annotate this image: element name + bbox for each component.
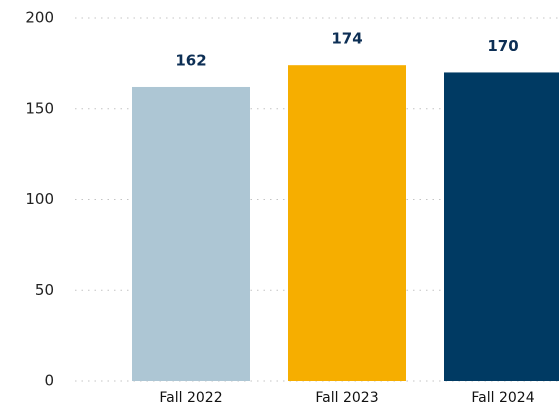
data-label: 170 bbox=[487, 37, 518, 55]
bar bbox=[132, 86, 250, 381]
y-tick-label: 200 bbox=[25, 9, 54, 27]
x-tick-label: Fall 2022 bbox=[159, 390, 222, 406]
y-tick-label: 150 bbox=[25, 99, 54, 117]
bar bbox=[444, 72, 559, 381]
data-label: 174 bbox=[331, 30, 362, 48]
y-tick-label: 50 bbox=[35, 281, 54, 299]
bar bbox=[288, 65, 406, 381]
y-tick-label: 100 bbox=[25, 190, 54, 208]
x-tick-label: Fall 2023 bbox=[315, 390, 378, 406]
x-tick-label: Fall 2024 bbox=[471, 390, 534, 406]
y-tick-label: 0 bbox=[44, 372, 54, 390]
data-label: 162 bbox=[175, 51, 206, 69]
